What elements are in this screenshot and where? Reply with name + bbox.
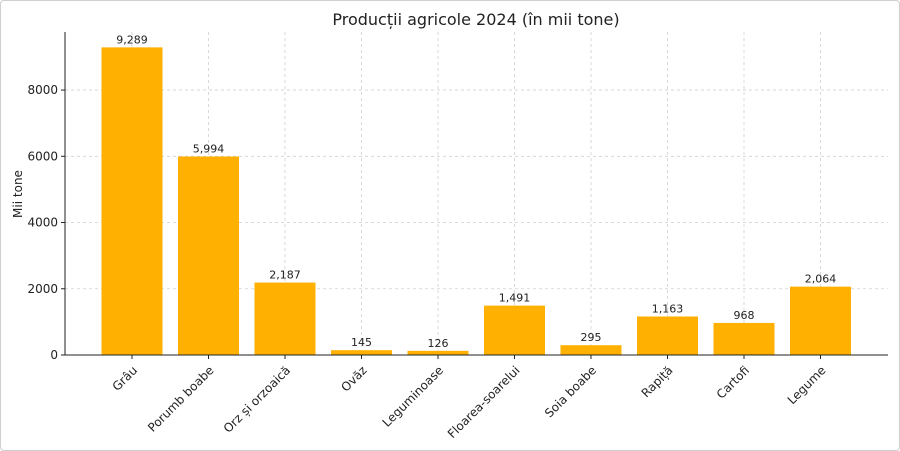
- bar-8: [713, 322, 775, 355]
- x-tick-label: Orz și orzoaică: [221, 363, 293, 435]
- bar-3: [331, 350, 392, 355]
- x-tick-label: Porumb boabe: [145, 363, 217, 435]
- data-label: 2,187: [269, 269, 301, 282]
- data-label: 9,289: [116, 33, 148, 46]
- x-tick-label: Leguminoase: [380, 363, 447, 430]
- bar-0: [101, 47, 163, 355]
- y-tick-label: 6000: [27, 149, 58, 163]
- bar-2: [254, 282, 316, 355]
- x-tick-label: Ovăz: [338, 363, 369, 394]
- chart-title: Producții agricole 2024 (în mii tone): [332, 10, 619, 29]
- bar-9: [790, 286, 851, 355]
- y-tick-label: 8000: [27, 83, 58, 97]
- y-tick-label: 2000: [27, 282, 58, 296]
- x-tick-label: Cartofi: [714, 363, 752, 401]
- y-tick-label: 4000: [27, 216, 58, 230]
- x-tick-label: Floarea-soarelui: [445, 363, 523, 441]
- data-label: 968: [734, 309, 755, 322]
- x-tick-label: Legume: [785, 363, 829, 407]
- bar-7: [637, 316, 698, 355]
- data-label: 2,064: [805, 273, 837, 286]
- x-tick-label: Grâu: [110, 363, 141, 394]
- y-axis-label: Mii tone: [11, 170, 25, 218]
- data-label: 126: [428, 337, 449, 350]
- data-label: 1,163: [652, 302, 684, 315]
- bar-4: [407, 350, 469, 355]
- x-tick-label: Soia boabe: [542, 363, 599, 420]
- data-label: 5,994: [193, 142, 225, 155]
- bar-5: [484, 305, 545, 355]
- data-label: 145: [351, 336, 372, 349]
- data-label: 295: [581, 331, 602, 344]
- x-tick-label: Rapiță: [639, 363, 676, 400]
- y-tick-label: 0: [50, 348, 58, 362]
- bar-1: [178, 156, 239, 355]
- data-label: 1,491: [499, 292, 531, 305]
- bar-6: [560, 345, 622, 355]
